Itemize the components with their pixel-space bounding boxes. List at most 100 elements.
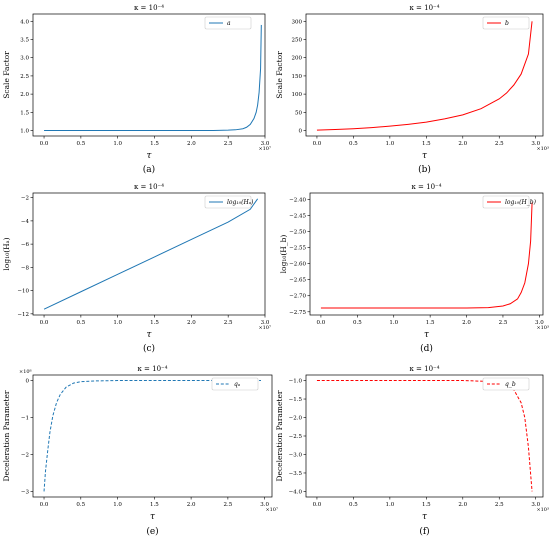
- x-tick-label: 2.0: [187, 502, 196, 508]
- x-tick-label: 1.0: [113, 502, 122, 508]
- chart-panel-5: κ = 10⁻⁴ 0.0 0.5 1.0 1.5 2.0 2.5 3.0 0 −1 −2 −3 τ Dec…: [2, 365, 278, 537]
- panel-caption: (d): [420, 343, 433, 354]
- y-tick-label: −1.5: [289, 397, 303, 403]
- plot-frame: [32, 374, 273, 498]
- x-tick-label: 2.5: [224, 320, 233, 326]
- y-tick-label: −4: [21, 219, 30, 225]
- x-tick-label: 0.5: [349, 502, 358, 508]
- y-axis-label: log₁₀(H_b): [279, 235, 288, 274]
- y-tick-label: 0: [26, 379, 30, 385]
- legend-label: b: [505, 20, 509, 27]
- series-line: [43, 198, 259, 310]
- x-multiplier: ×10⁷: [258, 325, 271, 331]
- panel-caption: (e): [146, 526, 158, 537]
- x-tick-label: 2.5: [495, 502, 504, 508]
- x-tick-label: 3.0: [535, 320, 544, 326]
- x-tick-label: 1.5: [150, 502, 159, 508]
- x-multiplier: ×10⁷: [265, 507, 278, 513]
- y-tick-label: −6: [21, 242, 30, 248]
- chart-title: κ = 10⁻⁴: [134, 183, 164, 191]
- y-tick-label: 200: [292, 56, 303, 62]
- panel-caption: (f): [419, 526, 429, 537]
- legend-box: [482, 195, 530, 209]
- y-tick-label: −2.70: [289, 294, 306, 300]
- legend-label: a: [227, 20, 231, 27]
- y-tick-label: 300: [292, 19, 303, 25]
- chart-panel-2: κ = 10⁻⁴ 0.0 0.5 1.0 1.5 2.0 2.5 3.0 0 50 100 150 20…: [275, 4, 549, 175]
- x-tick-label: 2.0: [187, 141, 196, 147]
- x-tick-label: 3.0: [531, 141, 540, 147]
- y-axis-label: log₁₀(Hₐ): [2, 237, 11, 270]
- chart-panel-4: κ = 10⁻⁴ 0.0 0.5 1.0 1.5 2.0 2.5 3.0 −2.40 −2.45 −…: [279, 183, 549, 354]
- y-tick-label: −4.0: [289, 489, 303, 495]
- x-multiplier: ×10³: [536, 325, 549, 331]
- x-multiplier: ×10³: [536, 507, 549, 513]
- y-tick-label: −2.50: [289, 230, 306, 236]
- series-line: [316, 21, 533, 131]
- chart-title: κ = 10⁻⁴: [134, 4, 164, 12]
- chart-panel-6: κ = 10⁻⁴ 0.0 0.5 1.0 1.5 2.0 2.5 3.0 −1.0 −1.5 −2.…: [275, 365, 549, 537]
- y-tick-label: −2.5: [289, 434, 303, 440]
- chart-title: κ = 10⁻⁴: [409, 365, 439, 373]
- x-tick-label: 2.5: [224, 141, 233, 147]
- chart-panel-1: κ = 10⁻⁴ 0.0 0.5 1.0 1.5 2.0 2.5 3.0 1.0 1.5 2.0 2.…: [2, 4, 271, 175]
- legend-label: q_b: [505, 381, 516, 388]
- x-tick-label: 2.0: [458, 141, 467, 147]
- y-tick-label: 3.0: [20, 56, 29, 62]
- y-tick-label: −8: [21, 265, 30, 271]
- y-tick-label: 50: [295, 110, 302, 116]
- legend-label: log₁₀(H_b): [505, 199, 537, 206]
- legend-label: qₐ: [234, 381, 240, 388]
- plot-frame: [309, 192, 544, 316]
- series-line: [320, 202, 533, 309]
- y-tick-label: 1.0: [20, 129, 29, 135]
- x-tick-label: 1.0: [113, 320, 122, 326]
- plot-frame: [32, 192, 266, 316]
- legend-box: [204, 16, 252, 30]
- x-axis-label: τ: [422, 151, 428, 161]
- y-tick-label: −2.55: [289, 246, 306, 252]
- x-axis-label: τ: [422, 512, 428, 522]
- y-tick-label: −12: [17, 312, 29, 318]
- y-axis-label: Deceleration Parameter: [275, 390, 284, 481]
- y-tick-label: −3.0: [289, 452, 303, 458]
- y-tick-label: 100: [292, 92, 303, 98]
- legend-box: [482, 377, 530, 391]
- y-tick-label: 4.0: [20, 19, 29, 25]
- y-tick-label: −3: [21, 489, 30, 495]
- plot-frame: [305, 374, 544, 498]
- y-tick-label: −3.5: [289, 471, 303, 477]
- chart-title: κ = 10⁻⁴: [409, 4, 439, 12]
- x-tick-label: 0.0: [317, 320, 326, 326]
- x-axis-label: τ: [150, 512, 156, 522]
- y-tick-label: −1: [21, 416, 29, 422]
- x-tick-label: 0.0: [313, 141, 322, 147]
- x-tick-label: 1.0: [385, 141, 394, 147]
- y-tick-label: 3.5: [20, 37, 29, 43]
- x-tick-label: 2.0: [458, 502, 467, 508]
- y-tick-label: 0: [299, 129, 303, 135]
- legend-box: [211, 377, 259, 391]
- panel-caption: (a): [143, 164, 155, 175]
- legend-box: [204, 195, 252, 209]
- x-tick-label: 3.0: [261, 320, 270, 326]
- y-tick-label: 250: [292, 37, 303, 43]
- y-tick-label: 2.0: [20, 92, 29, 98]
- x-tick-label: 2.5: [499, 320, 508, 326]
- x-tick-label: 0.0: [313, 502, 322, 508]
- x-tick-label: 1.5: [150, 141, 159, 147]
- x-axis-label: τ: [147, 330, 153, 340]
- y-tick-label: −1.0: [289, 379, 303, 385]
- series-line: [43, 380, 261, 492]
- x-tick-label: 0.5: [353, 320, 362, 326]
- panel-caption: (b): [418, 164, 431, 175]
- y-tick-label: −2.45: [289, 213, 306, 219]
- x-tick-label: 2.5: [495, 141, 504, 147]
- x-tick-label: 3.0: [531, 502, 540, 508]
- y-multiplier: ×10⁸: [19, 369, 32, 375]
- series-line: [44, 24, 262, 132]
- y-tick-label: 2.5: [20, 74, 29, 80]
- x-tick-label: 3.0: [260, 502, 269, 508]
- x-tick-label: 2.0: [462, 320, 471, 326]
